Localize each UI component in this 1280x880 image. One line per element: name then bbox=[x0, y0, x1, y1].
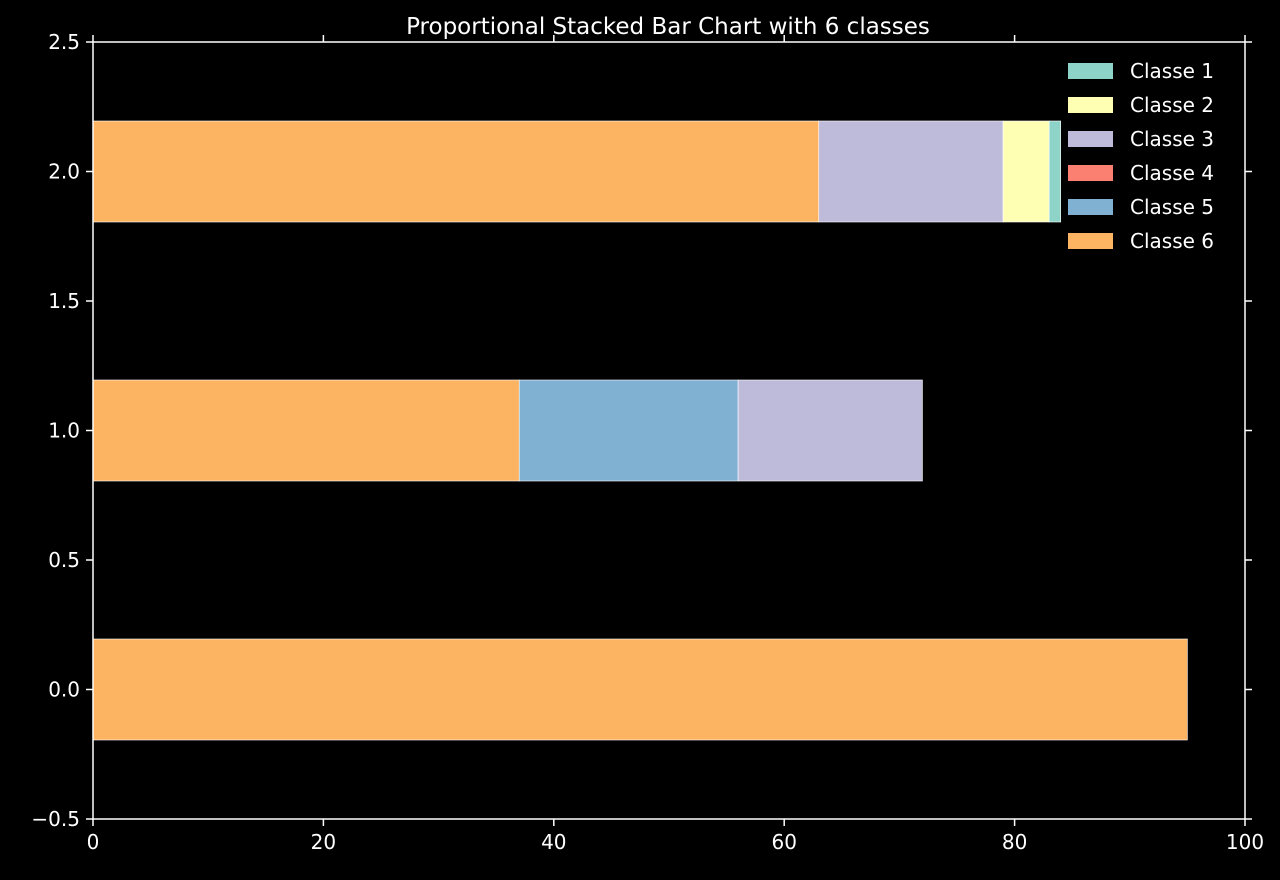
y-tick-label: 1.0 bbox=[48, 419, 80, 443]
legend-label: Classe 4 bbox=[1130, 161, 1214, 185]
legend-label: Classe 2 bbox=[1130, 93, 1214, 117]
legend-label: Classe 3 bbox=[1130, 127, 1214, 151]
legend-swatch-classe-4 bbox=[1068, 165, 1113, 181]
bar-segment-classe-5-row-1 bbox=[518, 379, 739, 482]
legend: Classe 1 Classe 2 Classe 3 Classe 4 Classe 5… bbox=[1068, 59, 1214, 253]
axes-layer: 0 20 40 60 80 100 −0.5 0.0 0.5 1.0 1.5 2.0 2.5 bbox=[31, 30, 1264, 854]
legend-swatch-classe-2 bbox=[1068, 97, 1113, 113]
bar-segment-classe-1-row-2 bbox=[1048, 120, 1061, 223]
bar-segment-classe-3-row-2 bbox=[818, 120, 1004, 223]
bar-segment-classe-2-row-2 bbox=[1002, 120, 1050, 223]
legend-label: Classe 5 bbox=[1130, 195, 1214, 219]
legend-swatch-classe-1 bbox=[1068, 63, 1113, 79]
x-tick-label: 80 bbox=[1002, 830, 1027, 854]
bars-layer bbox=[92, 120, 1188, 741]
y-tick-label: 2.5 bbox=[48, 30, 80, 54]
y-tick-label: 0.0 bbox=[48, 678, 80, 702]
x-tick-label: 0 bbox=[87, 830, 100, 854]
legend-swatch-classe-6 bbox=[1068, 233, 1113, 249]
legend-swatch-classe-3 bbox=[1068, 131, 1113, 147]
y-tick-label: 0.5 bbox=[48, 548, 80, 572]
y-tick-label: 2.0 bbox=[48, 160, 80, 184]
bar-segment-classe-6-row-0 bbox=[92, 638, 1188, 741]
x-tick-label: 100 bbox=[1226, 830, 1264, 854]
legend-swatch-classe-5 bbox=[1068, 199, 1113, 215]
y-tick-label: −0.5 bbox=[31, 807, 80, 831]
bar-segment-classe-6-row-2 bbox=[92, 120, 820, 223]
y-tick-label: 1.5 bbox=[48, 289, 80, 313]
x-tick-label: 60 bbox=[771, 830, 796, 854]
x-tick-label: 40 bbox=[541, 830, 566, 854]
bar-segment-classe-6-row-1 bbox=[92, 379, 520, 482]
legend-label: Classe 6 bbox=[1130, 229, 1214, 253]
x-tick-label: 20 bbox=[311, 830, 336, 854]
chart-title: Proportional Stacked Bar Chart with 6 cl… bbox=[406, 14, 930, 40]
legend-label: Classe 1 bbox=[1130, 59, 1214, 83]
bar-segment-classe-3-row-1 bbox=[737, 379, 923, 482]
